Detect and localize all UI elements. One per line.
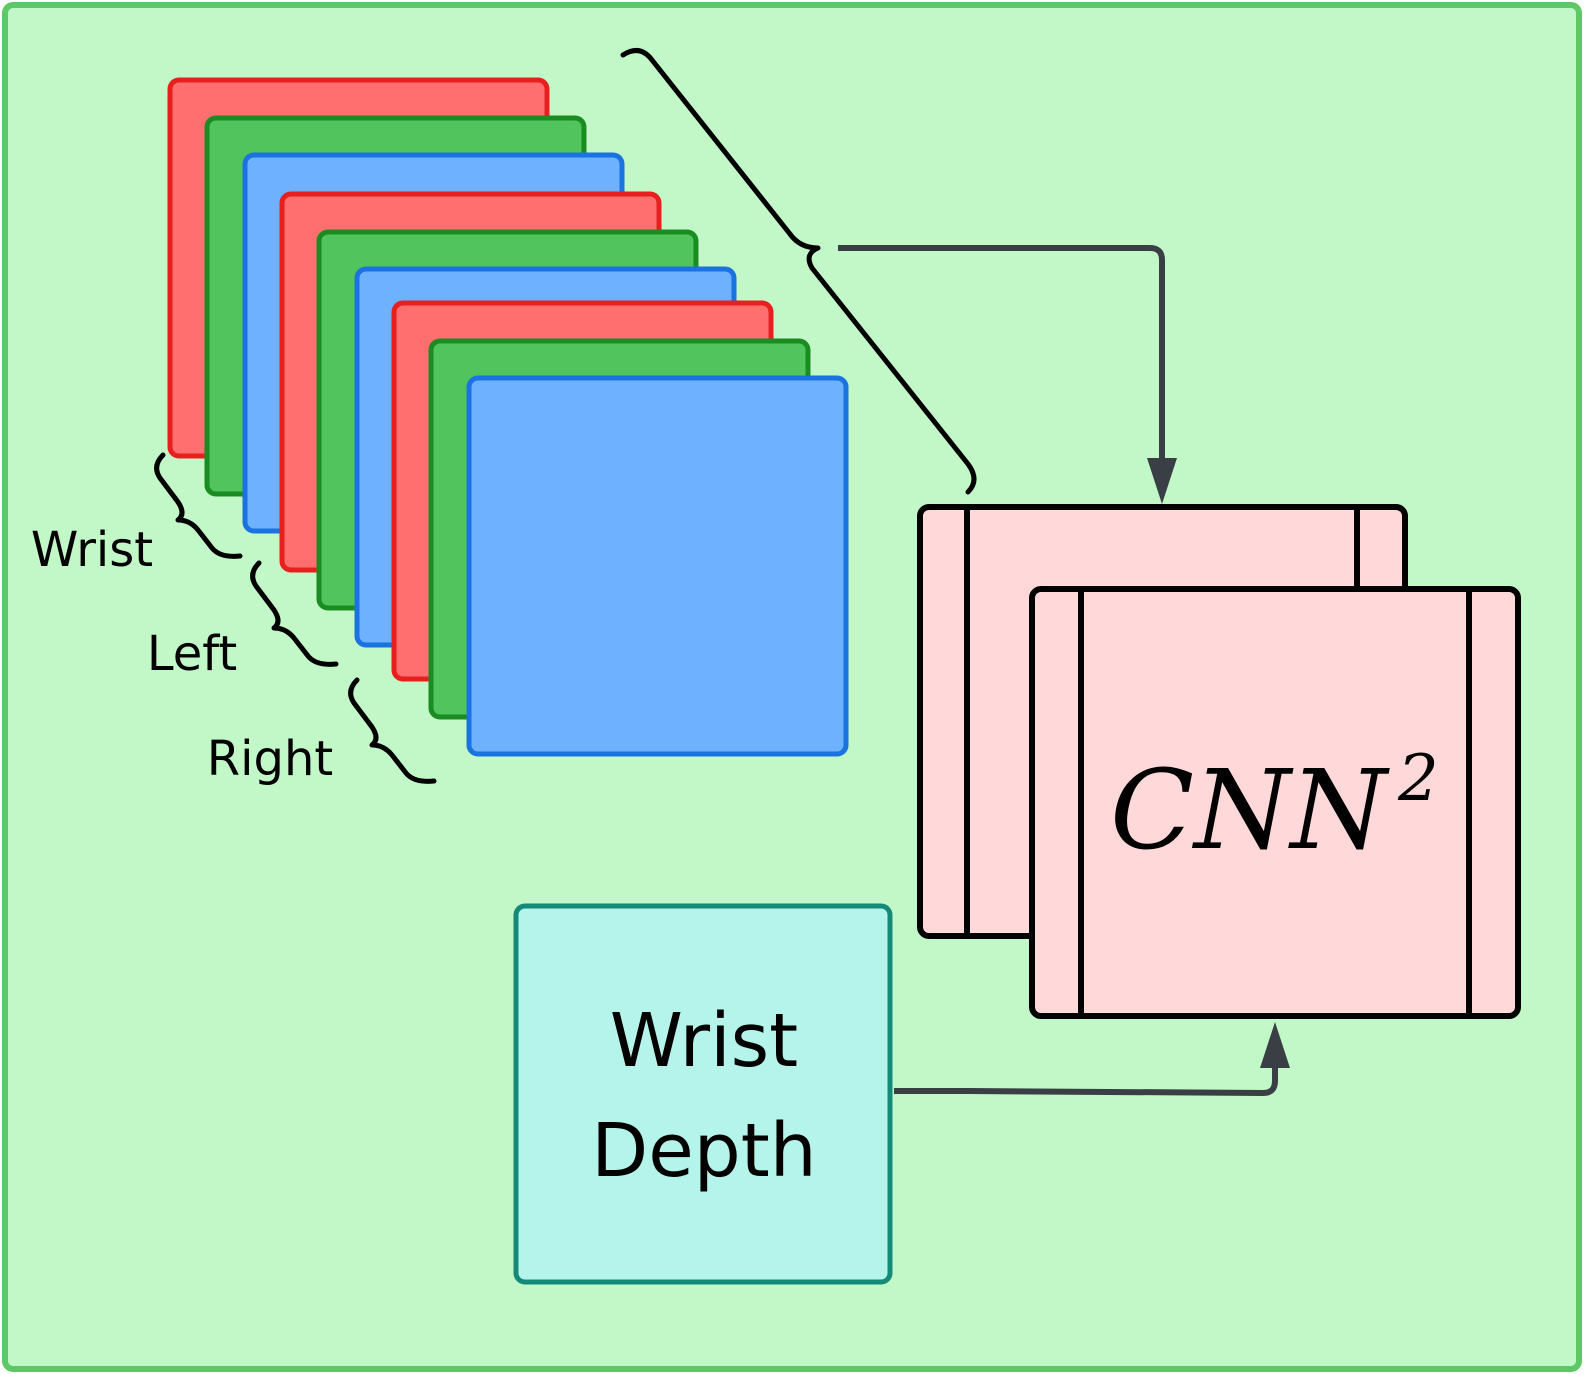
- camera-label-right: Right: [207, 731, 333, 787]
- camera-braces: [154, 452, 437, 784]
- stack-brace: [620, 48, 977, 495]
- wrist-depth-box: [513, 903, 893, 1285]
- depth-to-cnn-arrow-line: [894, 1060, 1278, 1097]
- camera-label-wrist: Wrist: [31, 522, 153, 578]
- depth-to-cnn-arrowhead: [1260, 1022, 1290, 1068]
- wrist-brace: [154, 452, 243, 559]
- stack-to-cnn-arrow-line: [838, 245, 1165, 462]
- wrist-depth-label-line2: Depth: [591, 1108, 816, 1194]
- cnn-block-front: [1029, 586, 1521, 1019]
- cnn-label-base: CNN: [1110, 746, 1390, 874]
- stack-to-cnn-arrowhead: [1147, 458, 1177, 504]
- right-brace: [348, 677, 437, 784]
- cnn-label-superscript: 2: [1397, 742, 1439, 816]
- left-brace: [250, 560, 339, 667]
- image-channel-stack: [167, 77, 849, 757]
- cnn-label: CNN: [1110, 746, 1390, 874]
- camera-label-left: Left: [147, 626, 237, 682]
- wrist-depth-label-line1: Wrist: [610, 998, 798, 1084]
- right-blue-channel: [466, 375, 849, 757]
